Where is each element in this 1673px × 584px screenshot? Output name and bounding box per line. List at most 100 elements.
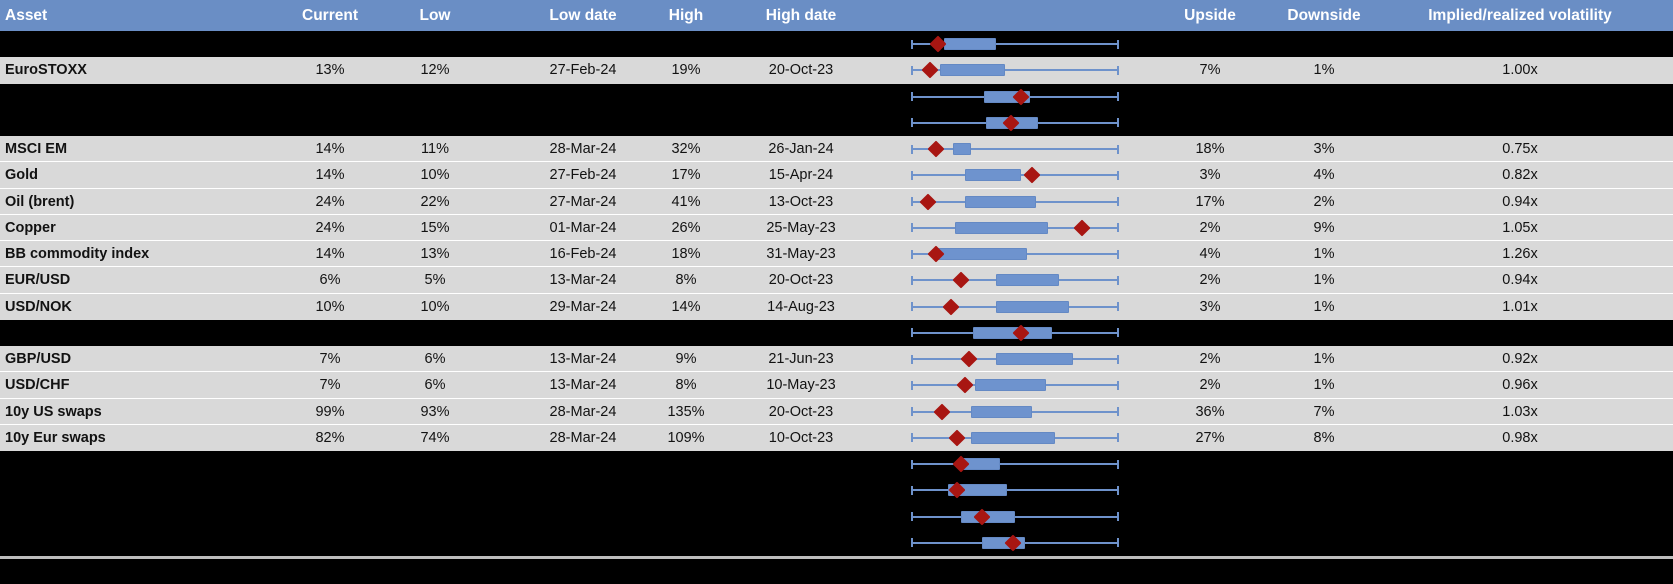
redacted-row	[0, 529, 1673, 556]
high-date-cell: 20-Oct-23	[768, 272, 834, 289]
whisker-line	[911, 148, 1119, 151]
low-date-cell: 13-Mar-24	[549, 351, 617, 367]
volatility-cell: 0.96x	[1502, 377, 1538, 394]
asset-cell: EuroSTOXX	[5, 62, 87, 79]
current-cell: 14%	[315, 141, 345, 157]
low-cell: 6%	[424, 351, 446, 367]
downside-cell: 3%	[1313, 141, 1335, 157]
whisker-line	[911, 515, 1119, 518]
downside-cell: 1%	[1313, 272, 1335, 289]
upside-cell: 2%	[1199, 377, 1221, 394]
upside-cell: 27%	[1195, 429, 1225, 446]
current-cell: 14%	[315, 167, 345, 184]
table-row: USD/CHF 7% 6% 13-Mar-24 8% 10-May-23 2% …	[0, 372, 1673, 399]
upside-cell: 18%	[1195, 141, 1225, 157]
low-date-cell	[513, 320, 653, 346]
iqr-box	[952, 143, 972, 156]
current-cell: 99%	[315, 403, 345, 420]
whisker-line	[911, 69, 1119, 72]
whisker-cap-right	[1117, 407, 1119, 417]
low-cell	[385, 84, 485, 110]
range-boxplot	[911, 189, 1119, 214]
asset-cell: Gold	[5, 167, 39, 184]
whisker-cap-left	[911, 459, 913, 469]
whisker-cap-left	[911, 275, 913, 285]
range-boxplot	[911, 399, 1119, 424]
upside-cell: 3%	[1199, 167, 1221, 184]
col-header-high: High	[668, 7, 704, 24]
volatility-cell: 1.05x	[1502, 219, 1538, 236]
downside-cell	[1274, 110, 1374, 136]
whisker-cap-left	[911, 538, 913, 548]
whisker-cap-right	[1117, 380, 1119, 390]
current-cell	[280, 84, 380, 110]
asset-cell: USD/NOK	[5, 298, 72, 315]
volatility-cell	[1390, 451, 1650, 477]
diamond-marker	[927, 140, 945, 158]
low-date-cell: 28-Mar-24	[549, 403, 617, 420]
iqr-box	[996, 300, 1070, 313]
asset-cell: BB commodity index	[5, 246, 150, 262]
upside-cell	[1160, 31, 1260, 57]
whisker-cap-left	[911, 512, 913, 522]
upside-cell: 3%	[1199, 298, 1221, 315]
upside-cell	[1160, 110, 1260, 136]
whisker-cap-right	[1117, 354, 1119, 364]
range-boxplot	[911, 320, 1119, 346]
table-row: BB commodity index 14% 13% 16-Feb-24 18%…	[0, 241, 1673, 268]
redacted-row	[0, 83, 1673, 110]
upside-cell	[1160, 504, 1260, 530]
current-cell	[280, 530, 380, 556]
low-date-cell	[513, 504, 653, 530]
range-boxplot	[911, 136, 1119, 161]
downside-cell: 7%	[1313, 403, 1335, 420]
range-boxplot	[911, 346, 1119, 371]
high-date-cell: 13-Oct-23	[768, 193, 834, 210]
col-header-downside: Downside	[1287, 7, 1361, 24]
range-boxplot	[911, 215, 1119, 240]
current-cell: 6%	[319, 272, 341, 289]
asset-cell: MSCI EM	[5, 141, 68, 157]
low-cell: 6%	[424, 377, 446, 394]
low-cell: 74%	[420, 429, 450, 446]
whisker-cap-left	[911, 354, 913, 364]
whisker-cap-right	[1117, 302, 1119, 312]
high-cell	[636, 477, 736, 503]
high-date-cell	[726, 110, 876, 136]
current-cell: 24%	[315, 193, 345, 210]
volatility-cell: 0.94x	[1502, 193, 1538, 210]
volatility-cell	[1390, 31, 1650, 57]
whisker-cap-right	[1117, 249, 1119, 259]
volatility-cell	[1390, 110, 1650, 136]
upside-cell	[1160, 451, 1260, 477]
whisker-line	[911, 489, 1119, 492]
low-date-cell	[513, 451, 653, 477]
table-row: Copper 24% 15% 01-Mar-24 26% 25-May-23 2…	[0, 214, 1673, 241]
asset-cell	[5, 530, 285, 556]
high-cell	[636, 84, 736, 110]
iqr-box	[965, 169, 1022, 182]
iqr-box	[965, 195, 1036, 208]
high-cell: 8%	[675, 272, 697, 289]
upside-cell: 4%	[1199, 246, 1221, 262]
current-cell	[280, 320, 380, 346]
whisker-cap-left	[911, 223, 913, 233]
asset-cell	[5, 504, 285, 530]
whisker-cap-left	[911, 170, 913, 180]
volatility-cell: 1.00x	[1502, 62, 1538, 79]
table-row: Gold 14% 10% 27-Feb-24 17% 15-Apr-24 3% …	[0, 162, 1673, 189]
high-date-cell: 25-May-23	[766, 219, 836, 236]
upside-cell: 17%	[1195, 193, 1225, 210]
volatility-cell	[1390, 504, 1650, 530]
current-cell: 82%	[315, 429, 345, 446]
whisker-cap-right	[1117, 118, 1119, 128]
range-boxplot	[911, 372, 1119, 397]
col-header-low-date: Low date	[549, 7, 617, 24]
col-header-asset: Asset	[5, 7, 48, 24]
table-row: EUR/USD 6% 5% 13-Mar-24 8% 20-Oct-23 2% …	[0, 267, 1673, 294]
whisker-cap-left	[911, 197, 913, 207]
diamond-marker	[960, 350, 978, 368]
asset-cell: GBP/USD	[5, 351, 72, 367]
whisker-cap-left	[911, 39, 913, 49]
high-cell: 19%	[671, 62, 701, 79]
